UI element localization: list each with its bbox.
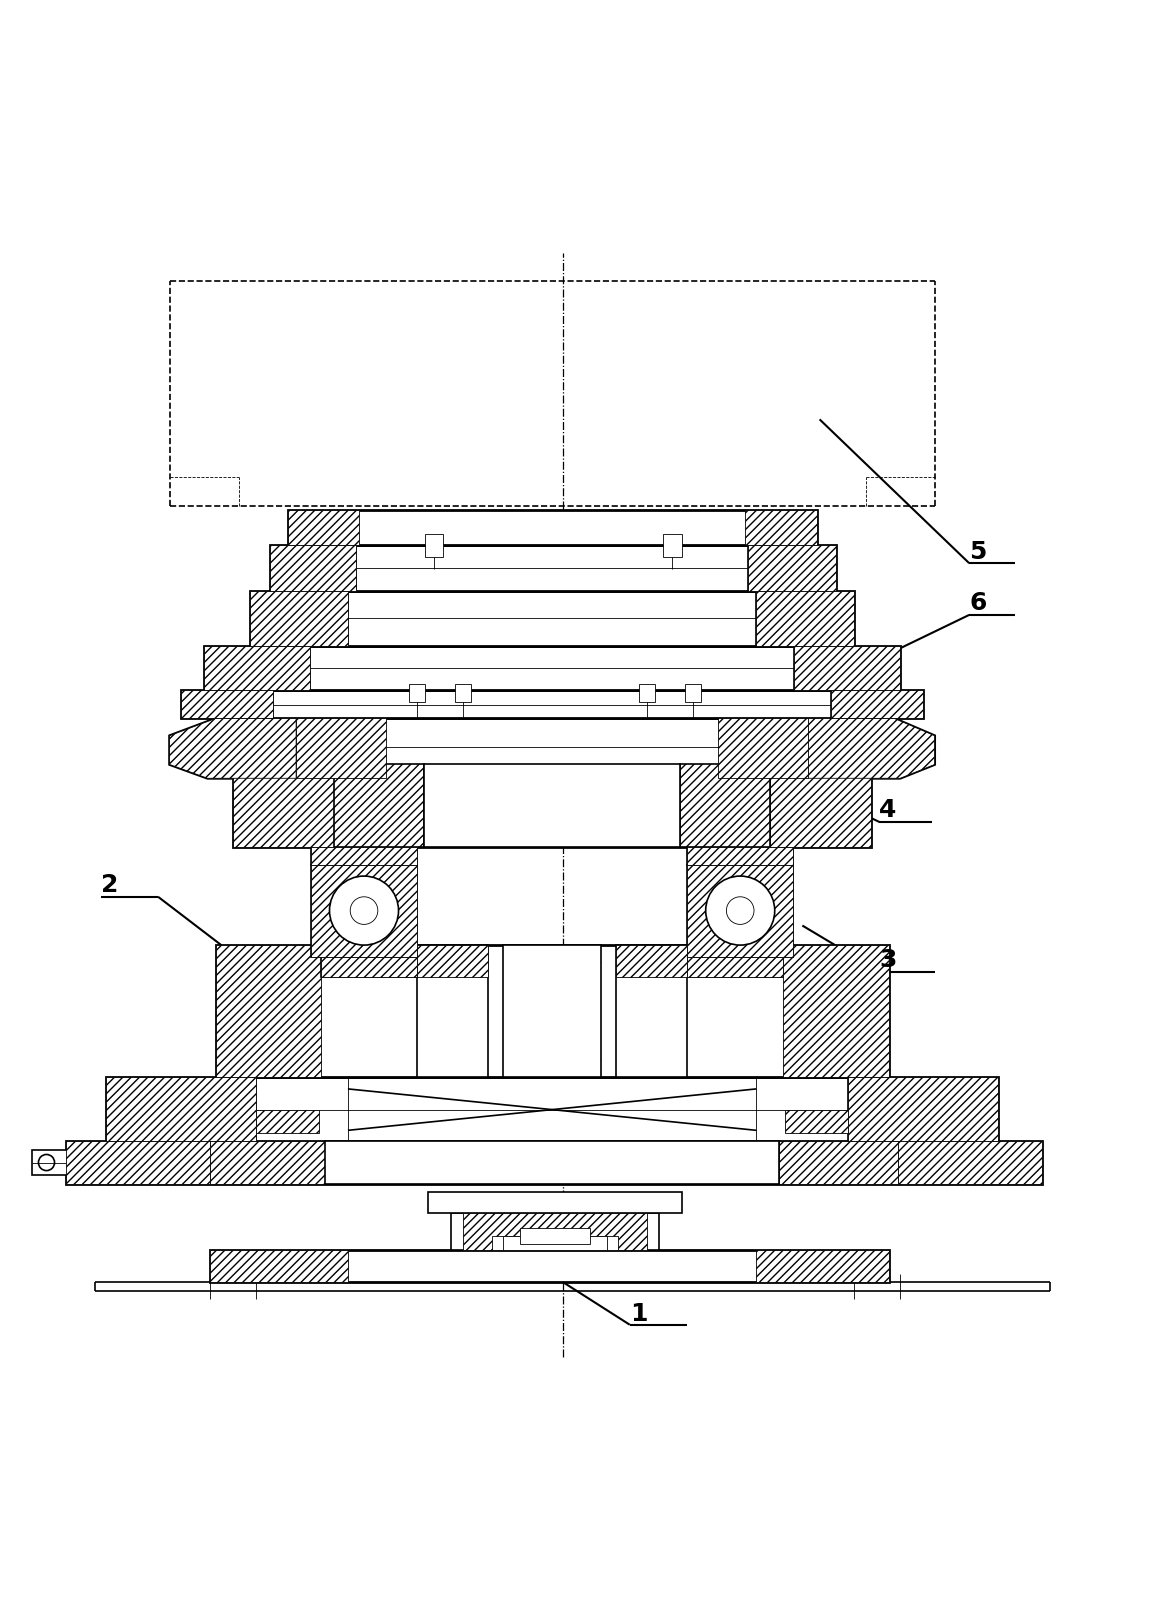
Bar xyxy=(688,848,793,864)
Bar xyxy=(296,718,386,778)
Bar xyxy=(681,765,770,848)
Bar xyxy=(321,956,417,977)
Bar xyxy=(288,511,360,545)
Bar xyxy=(794,647,901,689)
Bar xyxy=(210,1141,325,1185)
Bar xyxy=(181,689,924,718)
Bar xyxy=(409,684,425,702)
Bar xyxy=(429,1193,682,1213)
Bar xyxy=(688,864,793,956)
Bar xyxy=(616,945,688,1078)
Bar xyxy=(520,1229,590,1245)
Bar xyxy=(106,1078,998,1141)
Bar xyxy=(321,956,417,977)
Polygon shape xyxy=(170,718,935,778)
Circle shape xyxy=(329,875,399,945)
Bar xyxy=(311,864,417,956)
Bar xyxy=(898,1141,1042,1185)
Bar xyxy=(334,765,424,848)
Bar xyxy=(785,1110,849,1133)
Bar xyxy=(849,1078,998,1141)
Bar xyxy=(31,1149,68,1175)
Bar xyxy=(311,848,417,864)
Bar xyxy=(639,684,655,702)
Bar xyxy=(664,535,682,558)
Bar xyxy=(311,864,417,956)
Polygon shape xyxy=(170,718,296,778)
Text: 2: 2 xyxy=(101,874,118,898)
Bar xyxy=(288,511,817,545)
Bar xyxy=(779,1141,898,1185)
Bar xyxy=(688,956,783,977)
Bar xyxy=(503,945,601,1078)
Bar xyxy=(269,545,356,590)
Bar xyxy=(452,1213,659,1250)
Bar xyxy=(831,689,924,718)
Bar xyxy=(269,545,836,590)
Bar xyxy=(756,1250,889,1282)
Bar xyxy=(66,1141,210,1185)
Bar xyxy=(425,535,444,558)
Circle shape xyxy=(705,875,775,945)
Text: 5: 5 xyxy=(969,540,986,564)
Bar xyxy=(216,945,889,1078)
Bar xyxy=(770,765,872,848)
Bar xyxy=(688,848,793,864)
Bar xyxy=(462,1213,647,1250)
Bar xyxy=(255,1110,319,1133)
Text: 3: 3 xyxy=(880,948,897,973)
Bar xyxy=(491,1237,618,1250)
Text: 6: 6 xyxy=(969,592,986,616)
Polygon shape xyxy=(808,718,935,778)
Bar xyxy=(686,684,701,702)
Bar xyxy=(417,945,488,977)
Bar xyxy=(756,590,854,647)
Bar xyxy=(748,545,836,590)
Bar xyxy=(325,1141,779,1185)
Bar xyxy=(205,647,310,689)
Bar xyxy=(181,689,273,718)
Bar xyxy=(232,765,334,848)
Bar xyxy=(744,511,817,545)
Bar xyxy=(250,590,854,647)
Bar xyxy=(417,945,488,1078)
Bar xyxy=(210,1250,889,1282)
Circle shape xyxy=(350,896,378,924)
Bar xyxy=(455,684,470,702)
Bar xyxy=(616,945,688,977)
Bar xyxy=(250,590,348,647)
Bar xyxy=(718,718,808,778)
Bar xyxy=(688,864,793,956)
Bar xyxy=(783,945,889,1078)
Bar xyxy=(210,1250,348,1282)
Bar xyxy=(106,1078,255,1141)
Bar xyxy=(216,945,321,1078)
Bar xyxy=(311,848,417,864)
Bar xyxy=(424,765,681,848)
Bar xyxy=(688,956,783,977)
Text: 1: 1 xyxy=(630,1302,647,1326)
Bar xyxy=(503,1237,607,1250)
Bar xyxy=(205,647,901,689)
Bar xyxy=(66,1141,1042,1185)
Bar xyxy=(232,765,872,848)
Circle shape xyxy=(726,896,754,924)
Text: 4: 4 xyxy=(880,799,897,822)
